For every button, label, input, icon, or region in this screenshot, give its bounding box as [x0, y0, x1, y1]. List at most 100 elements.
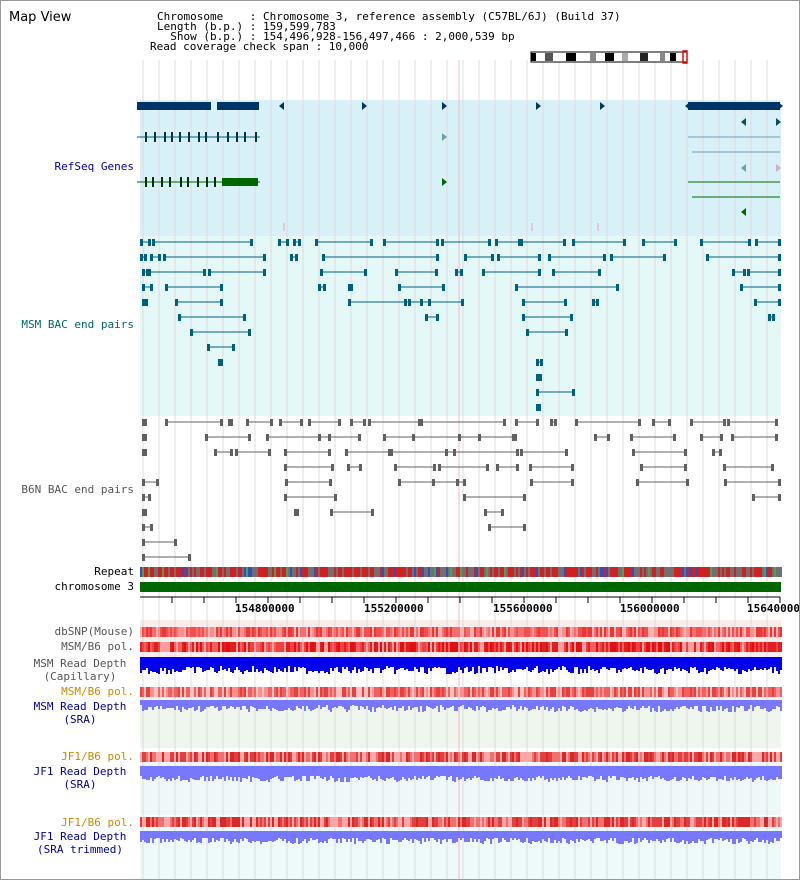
- bac-end: [248, 434, 251, 441]
- depth-bar: [710, 700, 712, 707]
- depth-bar: [558, 700, 560, 708]
- depth-bar: [414, 700, 416, 707]
- repeat-mark: [250, 567, 252, 577]
- repeat-mark: [478, 567, 480, 577]
- depth-bar: [662, 700, 664, 711]
- repeat-mark: [584, 567, 586, 577]
- heat-cell: [482, 627, 484, 637]
- bac-end: [165, 284, 168, 291]
- depth-bar: [742, 700, 744, 706]
- heat-cell: [612, 627, 614, 637]
- depth-bar: [240, 766, 242, 782]
- heat-cell: [670, 627, 672, 637]
- heat-cell: [492, 627, 494, 637]
- depth-bar: [394, 831, 396, 840]
- heat-cell: [446, 752, 448, 762]
- heat-cell: [742, 817, 744, 827]
- depth-bar: [304, 657, 306, 668]
- heat-cell: [148, 627, 150, 637]
- heat-cell: [306, 817, 308, 827]
- depth-bar: [654, 831, 656, 841]
- depth-bar: [504, 831, 506, 840]
- depth-bar: [428, 700, 430, 707]
- depth-bar: [768, 766, 770, 780]
- heat-cell: [560, 752, 562, 762]
- heat-cell: [164, 752, 166, 762]
- depth-bar: [220, 700, 222, 710]
- heat-cell: [720, 627, 722, 637]
- heat-cell: [302, 687, 304, 697]
- heat-cell: [740, 642, 742, 652]
- heat-cell: [606, 687, 608, 697]
- heat-cell: [344, 627, 346, 637]
- repeat-mark: [472, 567, 474, 577]
- heat-cell: [556, 642, 558, 652]
- heat-cell: [474, 817, 476, 827]
- depth-bar: [580, 831, 582, 839]
- depth-bar: [234, 657, 236, 670]
- repeat-mark: [374, 567, 376, 577]
- heat-cell: [644, 817, 646, 827]
- bac-end: [350, 284, 353, 291]
- heat-cell: [636, 687, 638, 697]
- depth-bar: [146, 831, 148, 843]
- depth-bar: [542, 657, 544, 671]
- heat-cell: [548, 627, 550, 637]
- heat-cell: [294, 752, 296, 762]
- heat-cell: [174, 627, 176, 637]
- bac-end: [175, 299, 178, 306]
- track-label-jf1-read-depth-sra-trimmed: JF1 Read Depth (SRA trimmed): [10, 830, 150, 856]
- heat-cell: [414, 817, 416, 827]
- heat-cell: [302, 752, 304, 762]
- depth-bar: [146, 700, 148, 710]
- heat-cell: [610, 642, 612, 652]
- depth-bar: [680, 700, 682, 707]
- depth-bar: [444, 700, 446, 710]
- heat-cell: [752, 627, 754, 637]
- heat-cell: [464, 627, 466, 637]
- depth-bar: [430, 766, 432, 780]
- heat-cell: [594, 687, 596, 697]
- track-label-b6n-bac-end-pairs[interactable]: B6N BAC end pairs: [21, 483, 134, 496]
- bac-end: [263, 269, 266, 276]
- heat-cell: [242, 642, 244, 652]
- heat-cell: [680, 817, 682, 827]
- depth-bar: [646, 657, 648, 669]
- heat-cell: [350, 627, 352, 637]
- depth-bar: [274, 700, 276, 709]
- repeat-mark: [346, 567, 348, 577]
- depth-bar: [606, 657, 608, 669]
- depth-bar: [454, 766, 456, 782]
- depth-bar: [154, 657, 156, 672]
- depth-bar: [318, 766, 320, 776]
- heat-cell: [238, 687, 240, 697]
- repeat-mark: [682, 567, 684, 577]
- repeat-mark: [342, 567, 344, 577]
- heat-cell: [660, 642, 662, 652]
- repeat-mark: [170, 567, 172, 577]
- track-label-msm-bac-end-pairs[interactable]: MSM BAC end pairs: [21, 318, 134, 331]
- heat-cell: [626, 752, 628, 762]
- depth-bar: [684, 657, 686, 670]
- heat-cell: [140, 687, 142, 697]
- heat-cell: [480, 627, 482, 637]
- heat-cell: [154, 642, 156, 652]
- track-label-refseq-genes[interactable]: RefSeq Genes: [54, 160, 134, 173]
- heat-cell: [596, 687, 598, 697]
- heat-cell: [512, 752, 514, 762]
- depth-bar: [610, 766, 612, 778]
- heat-cell: [224, 642, 226, 652]
- heat-cell: [664, 627, 666, 637]
- depth-bar: [632, 700, 634, 709]
- heat-cell: [644, 752, 646, 762]
- repeat-mark: [588, 567, 590, 577]
- repeat-mark: [290, 567, 292, 577]
- depth-bar: [550, 831, 552, 843]
- gene-block: [222, 178, 258, 186]
- depth-bar: [368, 700, 370, 710]
- heat-cell: [164, 817, 166, 827]
- depth-bar: [604, 831, 606, 840]
- heat-cell: [470, 642, 472, 652]
- heat-cell: [540, 817, 542, 827]
